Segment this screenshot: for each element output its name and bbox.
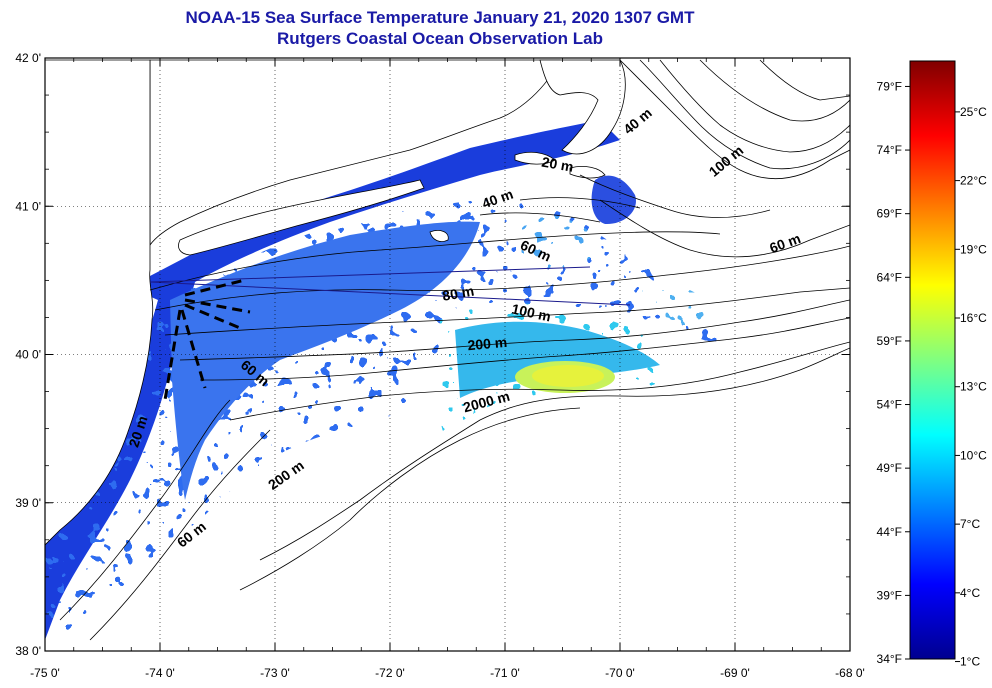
- long-island: [178, 179, 425, 256]
- sst-shoals-patch: [516, 214, 600, 269]
- lat-tick-label: 38 0': [15, 644, 41, 658]
- isobath-label: 200 m: [467, 334, 508, 353]
- lon-tick-label: -69 0': [720, 666, 750, 680]
- sst-gulf-patch: [591, 175, 636, 225]
- mid-atlantic-coast: [45, 59, 154, 546]
- isobath-contours: [59, 59, 850, 641]
- colorbar-c-label: 10°C: [960, 448, 987, 462]
- map-title: NOAA-15 Sea Surface Temperature January …: [186, 8, 696, 27]
- colorbar-f-label: 69°F: [877, 207, 902, 221]
- lat-tick-label: 42 0': [15, 51, 41, 65]
- map-subtitle: Rutgers Coastal Ocean Observation Lab: [277, 29, 603, 48]
- colorbar-f-label: 49°F: [877, 461, 902, 475]
- lat-tick-label: 40 0': [15, 348, 41, 362]
- lon-tick-label: -71 0': [490, 666, 520, 680]
- sst-warm-eddy-core: [532, 365, 604, 387]
- lon-tick-label: -74 0': [145, 666, 175, 680]
- colorbar-c-label: 16°C: [960, 311, 987, 325]
- colorbar-c-label: 22°C: [960, 174, 987, 188]
- colorbar-f-label: 44°F: [877, 525, 902, 539]
- colorbar: 79°F 74°F 69°F 64°F 59°F 54°F 49°F 44°F 39°F 34°F…: [877, 60, 988, 669]
- colorbar-c-label: 13°C: [960, 380, 987, 394]
- colorbar-f-label: 64°F: [877, 270, 902, 284]
- lon-tick-label: -72 0': [375, 666, 405, 680]
- lat-tick-label: 39 0': [15, 496, 41, 510]
- isobath-label: 80 m: [441, 283, 475, 304]
- colorbar-f-label: 54°F: [877, 398, 902, 412]
- lon-tick-label: -73 0': [260, 666, 290, 680]
- marthas-vineyard: [514, 151, 556, 165]
- isobath-label: 20 m: [541, 154, 575, 175]
- lon-tick-label: -75 0': [30, 666, 60, 680]
- transect-lines: [149, 266, 631, 306]
- colorbar-c-label: 25°C: [960, 105, 987, 119]
- graticule: [45, 58, 850, 651]
- colorbar-gradient: [909, 60, 956, 660]
- colorbar-f-label: 74°F: [877, 143, 902, 157]
- lat-tick-label: 41 0': [15, 199, 41, 213]
- colorbar-f-label: 34°F: [877, 652, 902, 666]
- sst-slope-water-solid: [455, 321, 660, 398]
- block-island: [429, 230, 449, 242]
- colorbar-c-label: 19°C: [960, 242, 987, 256]
- colorbar-f-label: 59°F: [877, 334, 902, 348]
- colorbar-c-label: 1°C: [960, 655, 980, 669]
- lon-tick-label: -68 0': [835, 666, 865, 680]
- colorbar-c-label: 7°C: [960, 517, 980, 531]
- shipping-lanes: [163, 278, 251, 401]
- colorbar-f-label: 79°F: [877, 79, 902, 93]
- colorbar-f-label: 39°F: [877, 588, 902, 602]
- sst-shelf-field-solid: [170, 221, 480, 500]
- sst-east-patch: [640, 283, 720, 327]
- colorbar-c-label: 4°C: [960, 586, 980, 600]
- lon-tick-label: -70 0': [605, 666, 635, 680]
- nantucket: [569, 166, 606, 179]
- colorbar-labels: 79°F 74°F 69°F 64°F 59°F 54°F 49°F 44°F 39°F 34°F…: [877, 79, 988, 668]
- new-england-coast: [149, 59, 561, 247]
- map-ticks: -75 0' -74 0' -73 0' -72 0' -71 0' -70 0' -69 …: [15, 51, 864, 680]
